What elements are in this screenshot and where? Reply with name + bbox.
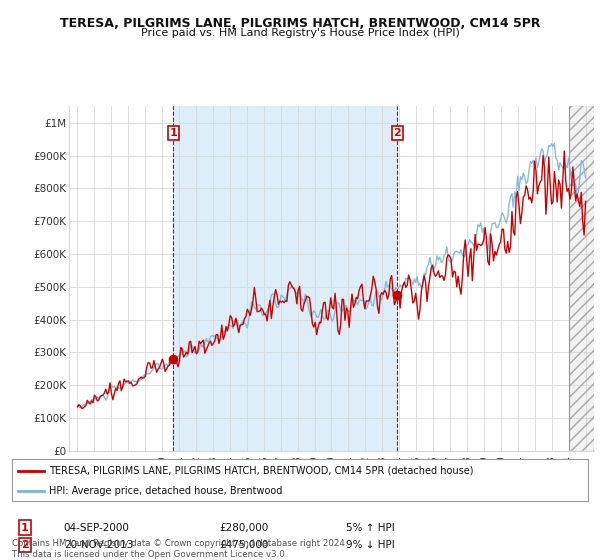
- Text: Price paid vs. HM Land Registry's House Price Index (HPI): Price paid vs. HM Land Registry's House …: [140, 28, 460, 38]
- Text: 2: 2: [394, 128, 401, 138]
- Bar: [569, 106, 594, 451]
- Text: 5% ↑ HPI: 5% ↑ HPI: [346, 522, 395, 533]
- Text: TERESA, PILGRIMS LANE, PILGRIMS HATCH, BRENTWOOD, CM14 5PR (detached house): TERESA, PILGRIMS LANE, PILGRIMS HATCH, B…: [49, 466, 474, 476]
- Text: 20-NOV-2013: 20-NOV-2013: [64, 540, 133, 550]
- Bar: [569, 106, 594, 451]
- Text: £280,000: £280,000: [220, 522, 269, 533]
- Text: Contains HM Land Registry data © Crown copyright and database right 2024.
This d: Contains HM Land Registry data © Crown c…: [12, 539, 347, 559]
- Text: £475,000: £475,000: [220, 540, 269, 550]
- Text: 1: 1: [170, 128, 178, 138]
- Text: 04-SEP-2000: 04-SEP-2000: [64, 522, 130, 533]
- Text: 2: 2: [21, 540, 29, 550]
- Text: 9% ↓ HPI: 9% ↓ HPI: [346, 540, 395, 550]
- Bar: [173, 106, 397, 451]
- Text: TERESA, PILGRIMS LANE, PILGRIMS HATCH, BRENTWOOD, CM14 5PR: TERESA, PILGRIMS LANE, PILGRIMS HATCH, B…: [60, 17, 540, 30]
- Text: HPI: Average price, detached house, Brentwood: HPI: Average price, detached house, Bren…: [49, 486, 283, 496]
- Text: 1: 1: [21, 522, 29, 533]
